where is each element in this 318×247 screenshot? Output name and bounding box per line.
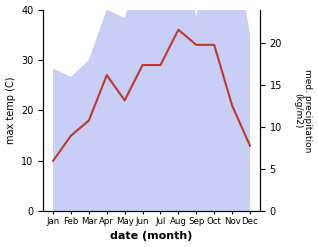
X-axis label: date (month): date (month) <box>110 231 193 242</box>
Y-axis label: med. precipitation
(kg/m2): med. precipitation (kg/m2) <box>293 69 313 152</box>
Y-axis label: max temp (C): max temp (C) <box>5 77 16 144</box>
